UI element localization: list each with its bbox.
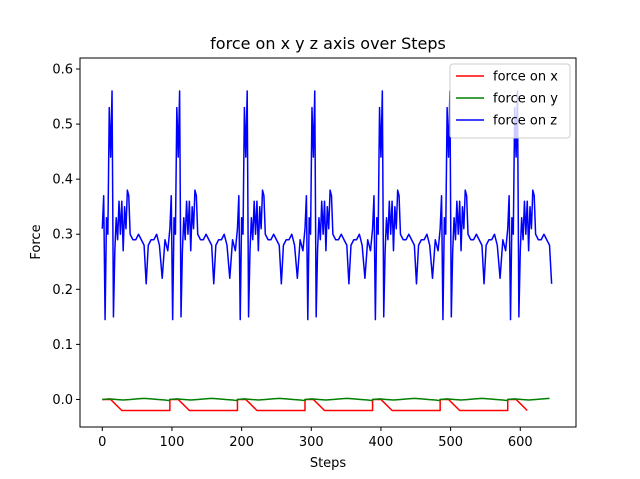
y-tick-label: 0.3 [52,228,73,243]
y-tick-label: 0.6 [52,63,73,78]
legend-label: force on y [493,92,558,107]
y-tick-label: 0.1 [52,338,73,353]
chart-title: force on x y z axis over Steps [210,34,446,53]
x-tick-label: 0 [98,435,106,450]
series-line-z [101,90,553,321]
y-tick-label: 0.4 [52,173,73,188]
x-tick-label: 600 [508,435,533,450]
x-tick-label: 500 [438,435,463,450]
y-axis: 0.0 0.1 0.2 0.3 0.4 0.5 0.6 [52,63,80,408]
series-line-y [102,397,550,402]
legend-label: force on x [493,70,558,85]
legend: force on x force on y force on z [449,63,571,139]
y-tick-label: 0.2 [52,283,73,298]
x-axis-label: Steps [310,456,347,471]
y-tick-label: 0.5 [52,118,73,133]
plot-frame [79,57,577,428]
x-tick-label: 400 [369,435,394,450]
x-tick-label: 100 [160,435,185,450]
y-tick-label: 0.0 [52,393,73,408]
x-axis: 0 100 200 300 400 500 600 [98,427,533,450]
x-tick-label: 300 [299,435,324,450]
x-tick-label: 200 [229,435,254,450]
legend-label: force on z [493,114,557,129]
y-axis-label: Force [29,224,44,259]
series-lines [101,90,553,412]
